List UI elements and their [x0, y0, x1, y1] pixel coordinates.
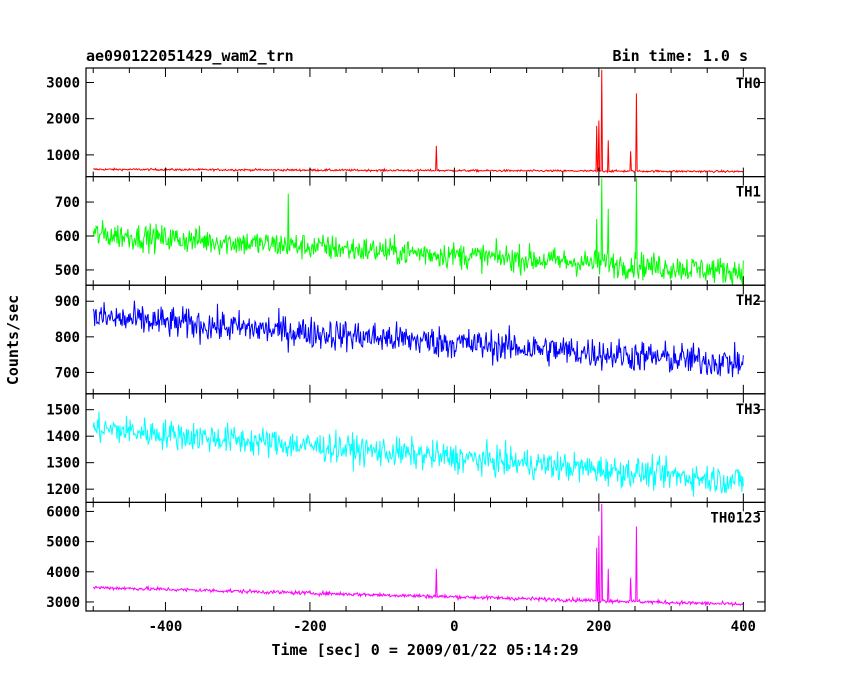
y-tick-label: 700	[55, 365, 80, 381]
y-tick-label: 600	[55, 229, 80, 245]
panel-label-th0123: TH0123	[710, 510, 761, 526]
series-line-th0	[93, 69, 744, 174]
panel-label-th2: TH2	[736, 293, 761, 309]
series-line-th1	[92, 178, 744, 286]
chart-title: ae090122051429_wam2_trn	[86, 47, 294, 65]
x-tick-label: 0	[450, 619, 458, 635]
x-tick-label: 400	[731, 619, 756, 635]
y-tick-label: 500	[55, 263, 80, 279]
y-tick-label: 4000	[46, 565, 80, 581]
y-tick-label: 1400	[46, 429, 80, 445]
y-axis-label: Counts/sec	[4, 295, 22, 385]
y-tick-label: 1000	[46, 148, 80, 164]
bin-time-label: Bin time: 1.0 s	[613, 47, 748, 65]
panel-label-th1: TH1	[736, 185, 761, 201]
y-tick-label: 3000	[46, 595, 80, 611]
y-tick-label: 1500	[46, 403, 80, 419]
series-line-th3	[92, 411, 744, 497]
y-tick-label: 800	[55, 330, 80, 346]
panel-label-th3: TH3	[736, 402, 761, 418]
x-axis-label: Time [sec] 0 = 2009/01/22 05:14:29	[271, 641, 578, 659]
y-tick-label: 5000	[46, 535, 80, 551]
y-tick-label: 700	[55, 195, 80, 211]
y-tick-label: 1200	[46, 482, 80, 498]
series-line-th0123	[92, 503, 744, 608]
panel-frame-th0	[85, 67, 766, 178]
y-tick-label: 1300	[46, 456, 80, 472]
x-tick-label: 200	[586, 619, 611, 635]
x-tick-label: -200	[293, 619, 327, 635]
panels-group: TH0100020003000TH1500600700TH2700800900T…	[46, 67, 766, 635]
panel-label-th0: TH0	[736, 76, 761, 92]
y-tick-label: 6000	[46, 504, 80, 520]
y-tick-label: 3000	[46, 75, 80, 91]
series-line-th2	[92, 300, 744, 378]
y-tick-label: 2000	[46, 112, 80, 128]
x-tick-label: -400	[149, 619, 183, 635]
panel-frame-th0123	[85, 501, 766, 612]
y-tick-label: 900	[55, 294, 80, 310]
panel-frame-th3	[85, 393, 766, 503]
